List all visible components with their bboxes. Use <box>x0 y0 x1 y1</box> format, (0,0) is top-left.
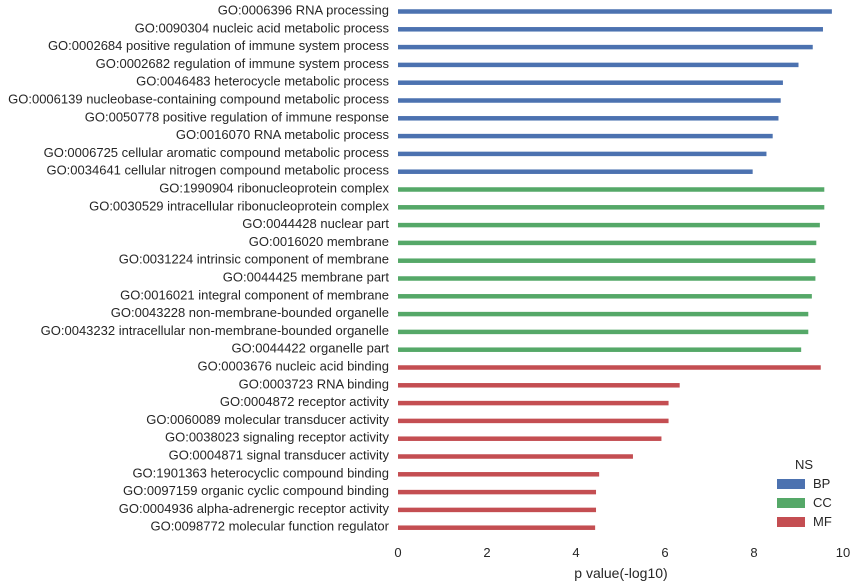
bar-bp <box>398 151 767 157</box>
legend-label-bp: BP <box>813 476 830 491</box>
category-label: GO:0060089 molecular transducer activity <box>146 412 389 427</box>
category-label: GO:0002684 positive regulation of immune… <box>48 38 390 53</box>
category-label: GO:0004871 signal transducer activity <box>169 448 390 463</box>
category-label: GO:0006725 cellular aromatic compound me… <box>44 145 390 160</box>
bar-mf <box>398 507 597 513</box>
category-label: GO:0090304 nucleic acid metabolic proces… <box>135 20 390 35</box>
bar-mf <box>398 525 596 530</box>
legend-swatch-bp <box>777 479 805 489</box>
category-labels: GO:0006396 RNA processing GO:0090304 nucl… <box>8 3 390 534</box>
bar-bp <box>398 9 832 14</box>
bar-mf <box>398 472 600 477</box>
x-tick-label: 2 <box>483 545 490 560</box>
category-label: GO:0006139 nucleobase-containing compoun… <box>8 92 389 107</box>
category-label: GO:1990904 ribonucleoprotein complex <box>159 181 389 196</box>
bar-mf <box>398 365 821 370</box>
bar-bp <box>398 80 783 85</box>
category-label: GO:0050778 positive regulation of immune… <box>85 109 389 124</box>
legend-label-mf: MF <box>813 514 832 529</box>
bar-mf <box>398 383 680 388</box>
category-label: GO:0002682 regulation of immune system p… <box>96 56 390 71</box>
bar-bp <box>398 62 799 68</box>
category-label: GO:0016070 RNA metabolic process <box>176 127 390 142</box>
bar-mf <box>398 454 633 459</box>
bar-cc <box>398 329 809 335</box>
bar-mf <box>398 489 597 495</box>
bar-cc <box>398 222 820 228</box>
bar-mf <box>398 400 669 406</box>
bar-mf <box>398 418 669 424</box>
bar-bp <box>398 44 813 50</box>
bar-cc <box>398 311 809 317</box>
bar-bp <box>398 133 773 139</box>
bar-bp <box>398 169 753 174</box>
bar-cc <box>398 294 812 299</box>
category-label: GO:0044428 nuclear part <box>242 216 389 231</box>
category-label: GO:0031224 intrinsic component of membra… <box>119 252 389 267</box>
x-tick-label: 6 <box>661 545 668 560</box>
bar-bp <box>398 27 823 32</box>
x-tick-label: 0 <box>394 545 401 560</box>
bar-mf <box>398 436 662 441</box>
bar-cc <box>398 205 825 210</box>
legend-label-cc: CC <box>813 495 832 510</box>
category-label: GO:0006396 RNA processing <box>218 3 389 18</box>
category-label: GO:0016021 integral component of membran… <box>120 287 389 302</box>
x-tick-label: 10 <box>836 545 850 560</box>
legend-swatch-mf <box>777 517 805 527</box>
legend-swatch-cc <box>777 498 805 508</box>
category-label: GO:0004936 alpha-adrenergic receptor act… <box>119 501 390 516</box>
category-label: GO:0046483 heterocycle metabolic process <box>136 74 389 89</box>
category-label: GO:0003676 nucleic acid binding <box>197 359 389 374</box>
bar-cc <box>398 276 816 281</box>
bar-bp <box>398 98 781 103</box>
legend: NS BP CC MF <box>777 457 832 529</box>
category-label: GO:0097159 organic cyclic compound bindi… <box>123 483 389 498</box>
bars <box>398 9 832 530</box>
bar-bp <box>398 116 779 121</box>
bar-cc <box>398 258 816 263</box>
category-label: GO:0034641 cellular nitrogen compound me… <box>46 163 389 178</box>
category-label: GO:0016020 membrane <box>249 234 389 249</box>
category-label: GO:0038023 signaling receptor activity <box>165 430 390 445</box>
category-label: GO:0098772 molecular function regulator <box>151 519 390 534</box>
x-axis: 0 2 4 6 8 10 <box>394 545 850 560</box>
category-label: GO:0003723 RNA binding <box>239 376 389 391</box>
category-label: GO:0030529 intracellular ribonucleoprote… <box>89 198 389 213</box>
category-label: GO:0043232 intracellular non-membrane-bo… <box>41 323 389 338</box>
x-tick-label: 8 <box>750 545 757 560</box>
category-label: GO:1901363 heterocyclic compound binding <box>132 465 389 480</box>
category-label: GO:0044425 membrane part <box>223 270 390 285</box>
bar-cc <box>398 347 802 352</box>
bar-cc <box>398 240 817 246</box>
x-tick-label: 4 <box>572 545 579 560</box>
bar-cc <box>398 187 825 192</box>
x-axis-title: p value(-log10) <box>574 565 667 581</box>
category-label: GO:0043228 non-membrane-bounded organell… <box>111 305 389 320</box>
legend-title: NS <box>795 457 813 472</box>
category-label: GO:0044422 organelle part <box>231 341 389 356</box>
category-label: GO:0004872 receptor activity <box>220 394 390 409</box>
